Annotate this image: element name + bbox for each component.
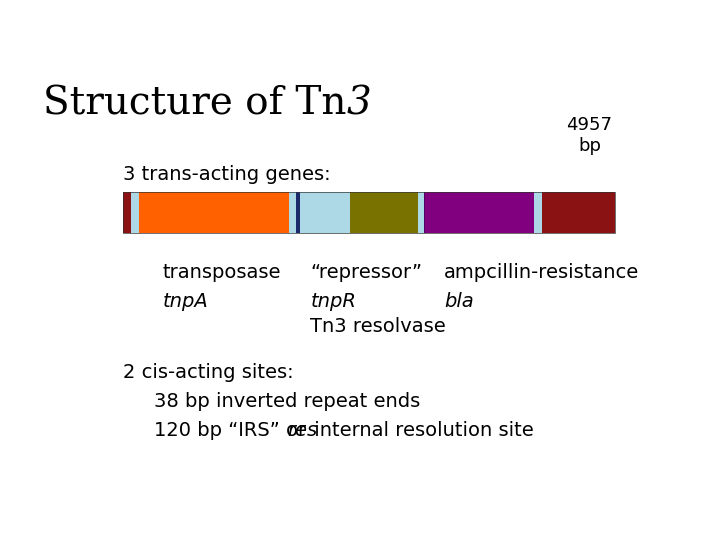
- Bar: [139, 192, 289, 233]
- Text: “repressor”: “repressor”: [310, 263, 423, 282]
- Bar: [418, 192, 423, 233]
- Text: tnpR: tnpR: [310, 292, 356, 311]
- Text: ampcillin-resistance: ampcillin-resistance: [444, 263, 639, 282]
- Text: 120 bp “IRS” or: 120 bp “IRS” or: [154, 421, 312, 440]
- Text: 4957: 4957: [567, 116, 613, 134]
- Text: 3 trans-acting genes:: 3 trans-acting genes:: [124, 165, 331, 185]
- Text: 3: 3: [347, 86, 372, 123]
- Text: tnpA: tnpA: [163, 292, 208, 311]
- Text: res: res: [287, 421, 317, 440]
- Text: bp: bp: [578, 137, 601, 155]
- Text: transposase: transposase: [163, 263, 281, 282]
- Bar: [124, 192, 615, 233]
- Bar: [542, 192, 552, 233]
- Bar: [300, 192, 350, 233]
- Bar: [297, 192, 300, 233]
- Bar: [289, 192, 297, 233]
- Bar: [350, 192, 418, 233]
- Text: bla: bla: [444, 292, 474, 311]
- Bar: [124, 192, 615, 233]
- Text: Tn3 resolvase: Tn3 resolvase: [310, 318, 446, 336]
- Bar: [131, 192, 139, 233]
- Bar: [426, 192, 534, 233]
- Text: internal resolution site: internal resolution site: [308, 421, 534, 440]
- Bar: [534, 192, 542, 233]
- Text: 38 bp inverted repeat ends: 38 bp inverted repeat ends: [154, 392, 420, 411]
- Text: 2 cis-acting sites:: 2 cis-acting sites:: [124, 363, 294, 382]
- Bar: [423, 192, 426, 233]
- Bar: [124, 192, 131, 233]
- Text: Structure of Tn: Structure of Tn: [43, 86, 347, 123]
